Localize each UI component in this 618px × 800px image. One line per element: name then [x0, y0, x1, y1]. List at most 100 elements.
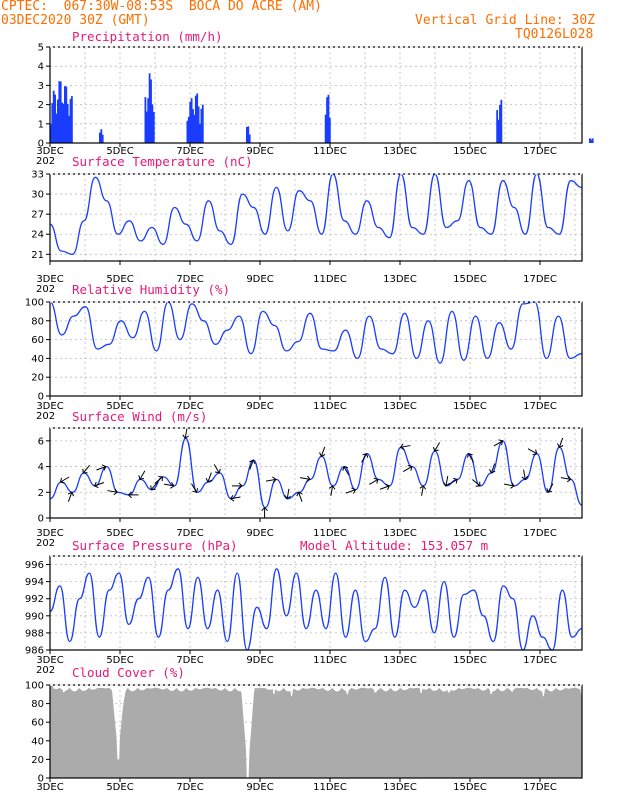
wind-arrow	[493, 439, 504, 447]
cloud-area	[50, 685, 582, 778]
wind-arrow	[433, 442, 441, 452]
precip-bar	[247, 126, 250, 143]
wind-arrow-shaft	[523, 469, 526, 480]
wind-arrow-head	[319, 452, 326, 457]
panel-2: 0 20 40 60 80 100 3DEC 5DEC 7DEC 9DEC 11DEC 13DEC 15…	[25, 282, 583, 422]
precip-bar	[57, 99, 59, 143]
xtick-label: 17DEC	[523, 528, 557, 539]
panel-title: Relative Humidity (%)	[72, 282, 230, 297]
precip-bar	[68, 115, 70, 143]
xtick-label: 5DEC	[106, 528, 133, 539]
ytick-label: 990	[25, 611, 44, 622]
ytick-label: 5	[38, 43, 44, 54]
wind-arrow-head	[261, 506, 268, 512]
ytick-label: 3	[38, 81, 44, 92]
precip-bar	[62, 103, 65, 143]
precip-bar	[151, 104, 154, 143]
precip-bar	[591, 138, 594, 143]
xtick-label: 9DEC	[246, 782, 273, 793]
wind-arrow-shaft	[107, 490, 118, 493]
ytick-label: 100	[25, 681, 44, 692]
xtick-label: 15DEC	[453, 528, 487, 539]
xtick-label: 9DEC	[246, 401, 273, 412]
wind-arrow-shaft	[434, 442, 441, 452]
ytick-label: 80	[31, 316, 44, 327]
precip-bar	[326, 97, 328, 143]
wind-arrow	[489, 463, 496, 474]
wind-arrow-shaft	[445, 475, 449, 486]
ytick-label: 4	[38, 462, 44, 473]
ytick-label: 0	[38, 139, 44, 150]
precip-bar	[197, 106, 200, 143]
wind-arrow-head	[385, 483, 390, 490]
wind-arrow	[402, 465, 413, 473]
wind-arrow-head	[510, 482, 515, 489]
wind-arrow	[299, 475, 311, 483]
header-model-code: TQ0126L028	[515, 27, 594, 42]
series-line	[49, 301, 583, 364]
wind-arrow-head	[158, 476, 164, 482]
wind-arrow-head	[351, 487, 356, 494]
xtick-label: 15DEC	[453, 401, 487, 412]
xtick-label: 17DEC	[523, 782, 557, 793]
wind-arrow-shaft	[400, 445, 411, 448]
ytick-label: 20	[31, 373, 44, 384]
wind-arrow	[419, 485, 427, 496]
wind-arrow	[328, 485, 336, 496]
wind-arrow-head	[419, 485, 427, 490]
wind-arrow-head	[229, 494, 235, 502]
precip-bar	[500, 99, 503, 143]
precip-bar	[99, 132, 101, 143]
ytick-label: 6	[38, 436, 44, 447]
xtick-label: 17DEC	[523, 655, 557, 666]
ytick-label: 30	[31, 190, 44, 201]
panel-title: Surface Pressure (hPa)	[72, 538, 238, 553]
wind-arrow	[472, 479, 481, 487]
wind-arrow-shaft	[343, 466, 350, 476]
precip-bar	[147, 98, 150, 143]
xtick-label: 5DEC	[106, 782, 133, 793]
wind-arrow-shaft	[184, 428, 188, 439]
panel-1: 21 24 27 30 33 3DEC 5DEC 7DEC 9DEC 11DEC 13DEC 15DE…	[31, 154, 583, 295]
model-altitude: Model Altitude: 153.057 m	[300, 538, 488, 553]
wind-arrow-shaft	[154, 476, 163, 484]
year-fragment: 202	[36, 665, 55, 676]
wind-arrow	[249, 459, 256, 470]
wind-arrow	[191, 483, 199, 493]
ytick-label: 986	[25, 646, 44, 657]
ytick-label: 80	[31, 699, 44, 710]
ytick-label: 2	[38, 100, 44, 111]
wind-arrow	[467, 453, 475, 463]
xtick-label: 3DEC	[36, 782, 63, 793]
precip-bar	[189, 101, 192, 143]
wind-arrow-head	[214, 468, 221, 474]
precip-bar	[187, 116, 190, 143]
ytick-label: 0	[38, 774, 44, 785]
xtick-label: 7DEC	[176, 401, 203, 412]
wind-arrow	[296, 491, 303, 502]
ytick-label: 24	[31, 230, 44, 241]
wind-arrow-shaft	[67, 492, 73, 502]
wind-arrow-head	[521, 475, 529, 481]
wind-arrow	[138, 470, 146, 481]
wind-arrow-head	[101, 464, 107, 471]
wind-arrow-head	[138, 475, 145, 481]
xtick-label: 7DEC	[176, 655, 203, 666]
wind-arrow-head	[127, 491, 132, 499]
wind-arrow-head	[362, 453, 369, 458]
wind-arrow-shaft	[468, 453, 475, 463]
precip-bar	[186, 120, 189, 143]
wind-arrow	[67, 491, 75, 502]
xtick-label: 15DEC	[453, 782, 487, 793]
ytick-label: 992	[25, 594, 44, 605]
wind-arrow	[504, 482, 515, 489]
series-line	[49, 437, 583, 509]
precip-bar	[246, 127, 248, 143]
wind-arrow-shaft	[560, 477, 571, 480]
precip-bar	[196, 93, 199, 143]
xtick-label: 13DEC	[383, 274, 417, 285]
year-fragment: 202	[36, 156, 55, 167]
series-line	[49, 568, 583, 651]
wind-arrow	[379, 483, 390, 490]
